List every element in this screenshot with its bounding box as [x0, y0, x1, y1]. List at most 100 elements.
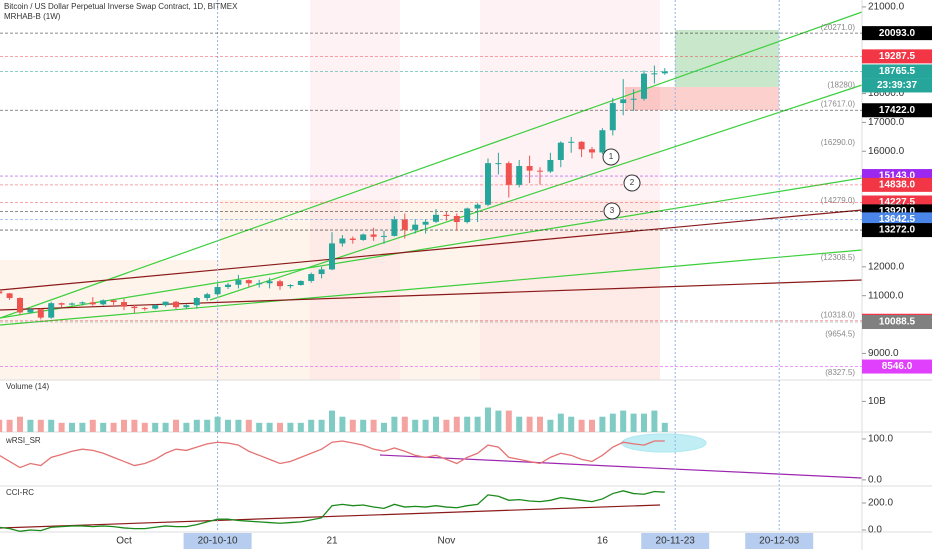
candle-body	[661, 71, 668, 74]
candle-body	[214, 287, 221, 295]
volume-bar	[495, 410, 502, 432]
highlight	[621, 433, 707, 453]
volume-bar	[152, 422, 159, 432]
candle-body	[381, 235, 387, 237]
trend-line	[209, 84, 863, 301]
candle-body	[37, 309, 44, 318]
chart-subtitle: MRHAB-B (1W)	[4, 12, 61, 21]
candle-body	[412, 224, 419, 230]
volume-bar	[391, 416, 398, 432]
price-tag	[862, 49, 932, 64]
level-label: (12308.5)	[821, 253, 856, 262]
y-tick-label: 18000.0	[868, 88, 905, 99]
trend-lines	[0, 11, 863, 529]
volume-bar	[370, 419, 377, 432]
price-tag	[862, 315, 932, 330]
price-tag-label: 19287.5	[879, 51, 916, 62]
volume-bar	[277, 422, 283, 432]
price-tag-label: 14838.0	[879, 180, 916, 191]
volume-bar	[485, 407, 491, 432]
level-label: (8327.5)	[825, 368, 855, 377]
date-marker-label: 20-10-10	[198, 536, 238, 547]
candle-body	[433, 214, 439, 222]
trend-line	[0, 249, 863, 326]
annotation-label: 3	[610, 206, 615, 215]
candle-body	[401, 219, 408, 230]
annotation-label: 1	[609, 152, 614, 161]
annotation-label: 2	[630, 178, 635, 187]
volume-bar	[100, 422, 107, 432]
candle-body	[609, 103, 616, 131]
volume-bar	[308, 419, 315, 432]
volume-bar	[141, 422, 148, 432]
volume-bar	[381, 422, 387, 432]
trend-line	[0, 279, 863, 311]
level-label: (14279.0)	[821, 196, 856, 205]
candle-body	[464, 208, 471, 223]
y-tick-label: 12000.0	[868, 261, 905, 272]
candle-body	[537, 170, 543, 172]
volume-bar	[37, 419, 44, 432]
zone	[0, 260, 220, 380]
price-tag	[862, 212, 932, 227]
level-label: (20271.0)	[821, 23, 856, 32]
zone	[310, 0, 400, 380]
candle-body	[100, 300, 107, 305]
price-tag-label: 15143.0	[879, 171, 916, 182]
volume-bar	[599, 416, 606, 432]
level-label: (9654.5)	[825, 330, 855, 339]
y-tick-label: 0.0	[868, 525, 882, 536]
volume-bar	[69, 422, 75, 432]
candle-body	[121, 302, 127, 307]
volume-bar	[131, 419, 138, 432]
volume-bar	[297, 422, 304, 432]
candle-body	[308, 274, 315, 281]
candle-body	[485, 163, 491, 205]
volume-bar	[360, 419, 367, 432]
trend-line	[0, 209, 863, 291]
volume-bar	[256, 422, 263, 432]
trend-line	[0, 504, 661, 529]
volume-bar	[0, 419, 3, 432]
price-tag	[862, 103, 932, 118]
volume-bar	[443, 419, 450, 432]
candle-body	[193, 297, 200, 306]
volume-bar	[401, 416, 408, 432]
price-tag-label: 14227.5	[879, 197, 916, 208]
candle-body	[58, 303, 65, 305]
volume-bar	[79, 422, 86, 432]
candle-body	[6, 293, 13, 298]
volume-bar	[641, 413, 647, 432]
x-tick-label: 16	[597, 536, 609, 547]
x-tick-label: Oct	[116, 536, 132, 547]
candle-body	[443, 214, 450, 216]
y-tick-label: 10B	[868, 396, 886, 407]
price-tag-label: 13920.0	[879, 206, 916, 217]
volume-bar	[27, 419, 34, 432]
volume-bar	[620, 410, 627, 432]
candle-body	[245, 280, 252, 284]
volume-bar	[173, 419, 179, 432]
volume-bar	[110, 422, 117, 432]
price-tag	[862, 223, 932, 238]
volume-bar	[453, 416, 460, 432]
volume-bar	[329, 410, 335, 432]
annotation-bubble	[602, 148, 620, 166]
level-label: (10318.0)	[821, 310, 856, 319]
volume-bar	[266, 422, 273, 432]
volume-bar	[318, 419, 325, 432]
level-label: (16290.0)	[821, 138, 856, 147]
volume-bar	[661, 422, 668, 432]
candle-body	[256, 283, 263, 285]
candle-body	[183, 305, 190, 308]
volume-bar	[526, 416, 533, 432]
volume-bar	[433, 416, 439, 432]
volume-bar	[162, 422, 169, 432]
price-tag-label: 10088.5	[879, 317, 916, 328]
pane-title: Volume (14)	[6, 382, 49, 391]
price-tag-label: 13642.5	[879, 214, 916, 225]
countdown: 23:39:37	[877, 80, 917, 91]
x-tick-label: Nov	[438, 536, 456, 547]
annotation-bubble	[603, 202, 621, 220]
volume-bar	[48, 419, 55, 432]
